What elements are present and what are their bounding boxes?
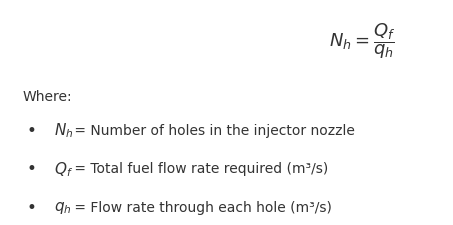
Text: = Number of holes in the injector nozzle: = Number of holes in the injector nozzle: [70, 124, 355, 137]
Text: •: •: [27, 122, 37, 140]
Text: = Total fuel flow rate required (m³/s): = Total fuel flow rate required (m³/s): [70, 162, 328, 176]
Text: $N_h = \dfrac{Q_f}{q_h}$: $N_h = \dfrac{Q_f}{q_h}$: [329, 21, 395, 60]
Text: •: •: [27, 198, 37, 216]
Text: $q_h$: $q_h$: [54, 199, 72, 215]
Text: •: •: [27, 160, 37, 178]
Text: Where:: Where:: [23, 90, 72, 104]
Text: $Q_f$: $Q_f$: [54, 160, 73, 178]
Text: $N_h$: $N_h$: [54, 121, 74, 140]
Text: = Flow rate through each hole (m³/s): = Flow rate through each hole (m³/s): [70, 200, 332, 214]
